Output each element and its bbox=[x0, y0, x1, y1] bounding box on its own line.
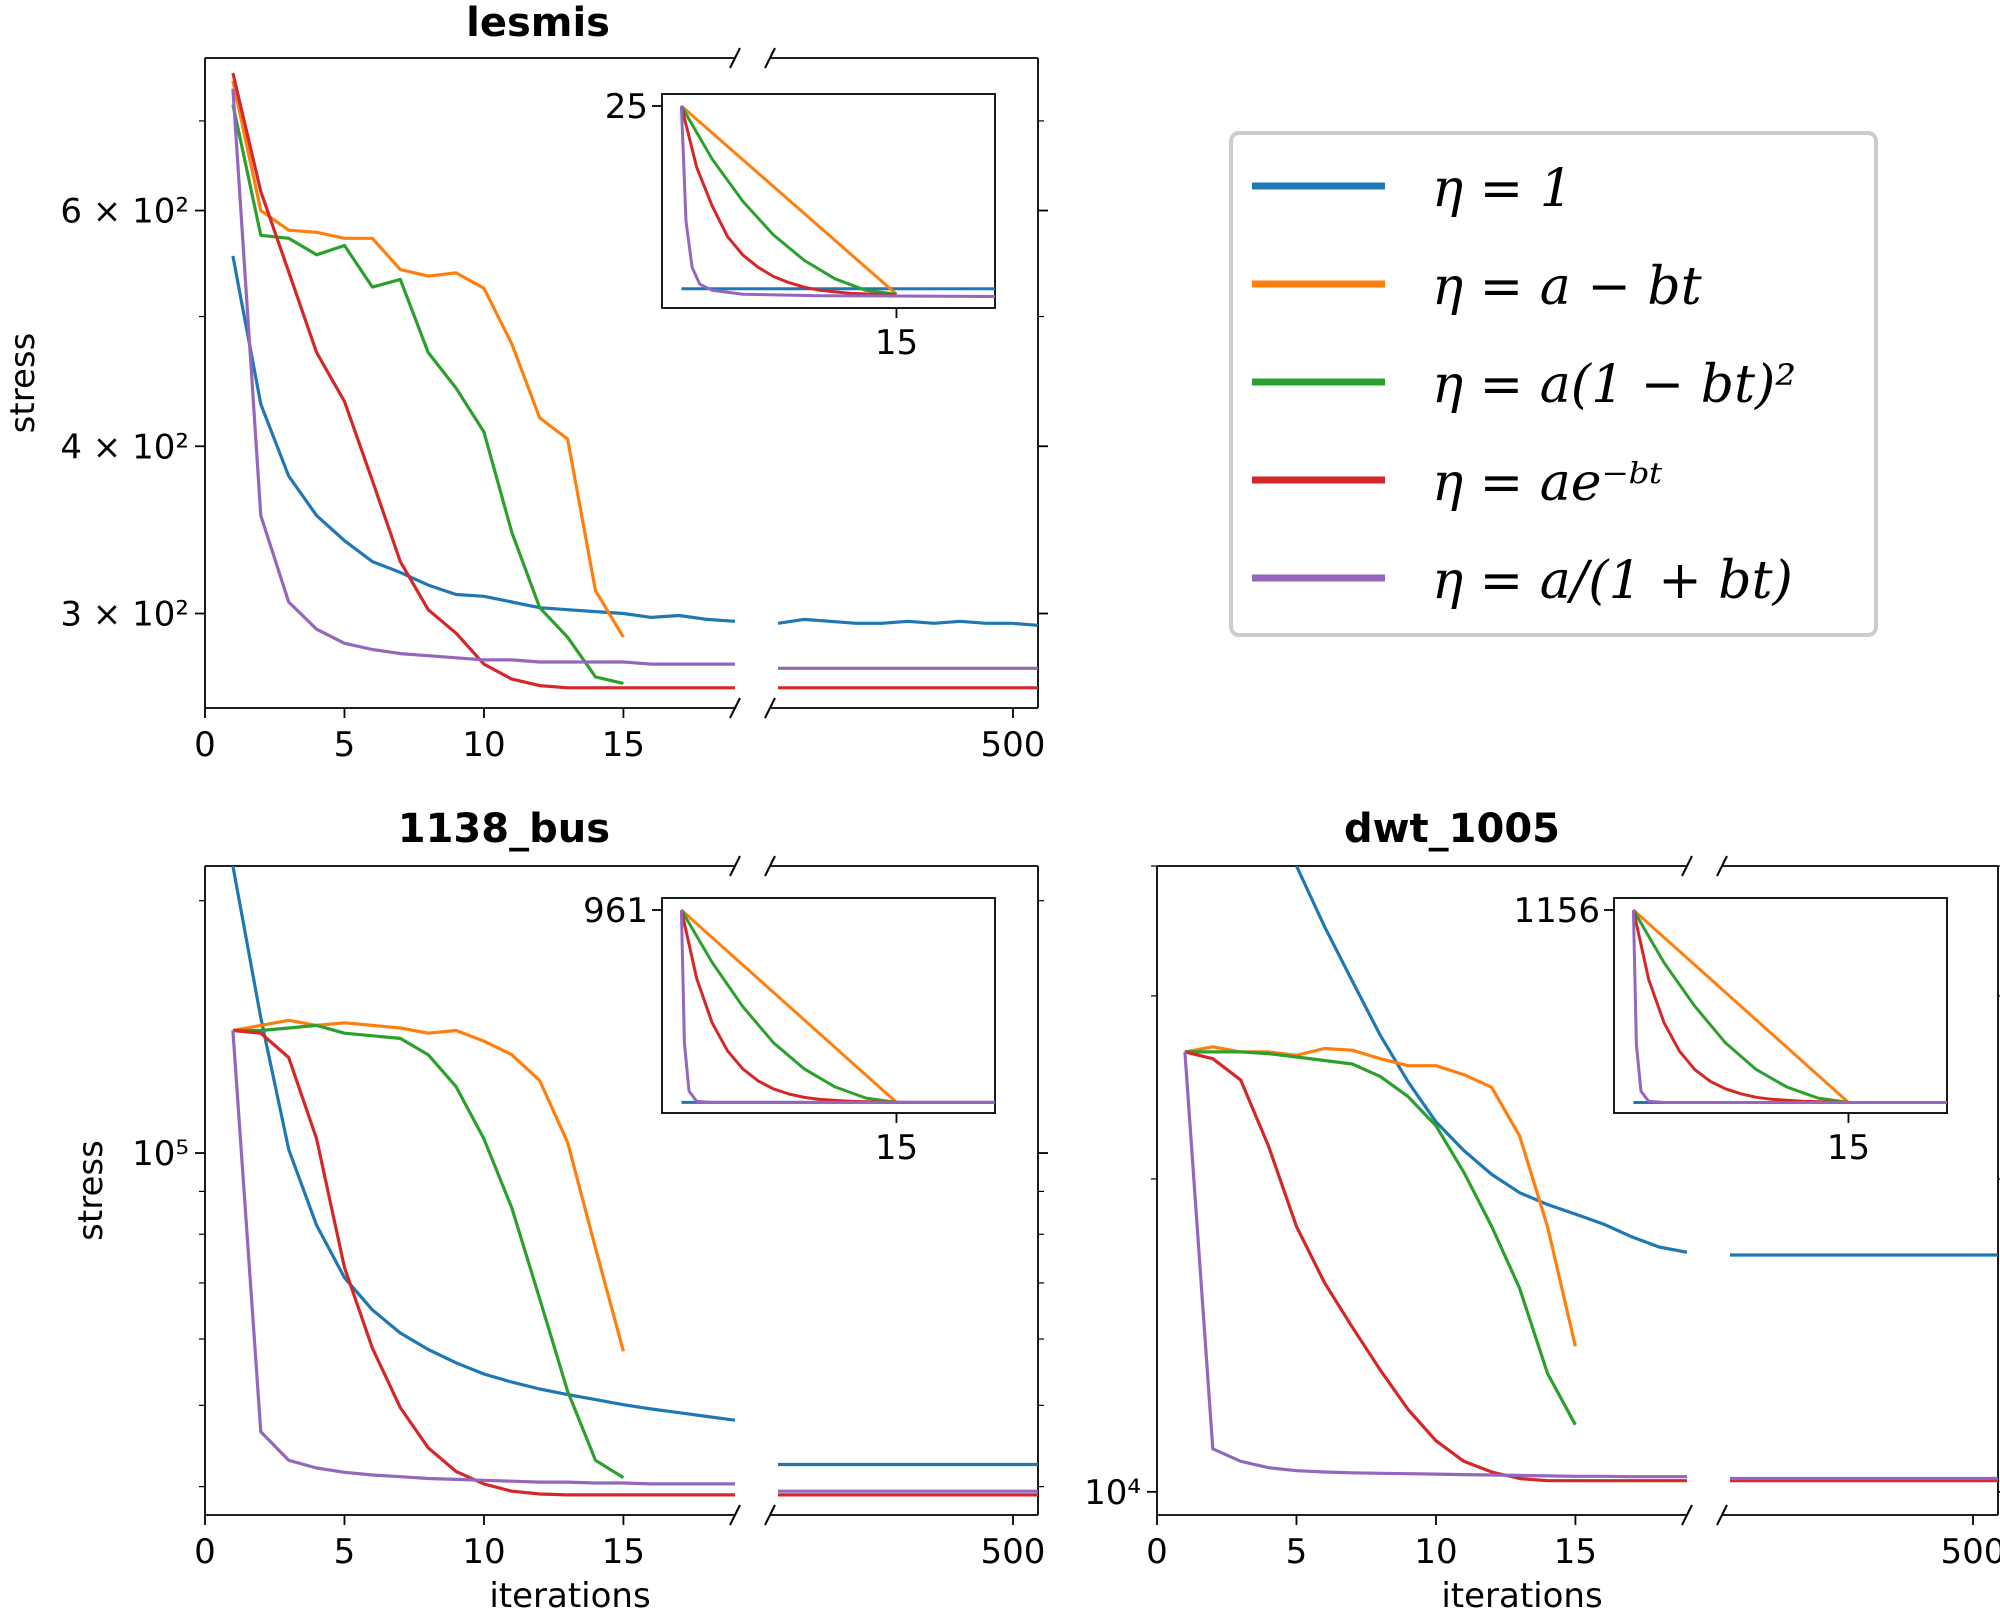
inset-series-line-2 bbox=[680, 105, 897, 296]
chart-title: dwt_1005 bbox=[1344, 806, 1560, 852]
x-tick-label: 0 bbox=[194, 725, 216, 765]
legend-entry-label: η = 1 bbox=[1432, 159, 1573, 219]
y-tick-label: 10⁵ bbox=[132, 1134, 189, 1174]
series-line-η = a − bt bbox=[1184, 1045, 1577, 1347]
legend: η = 1 η = a − bt η = a(1 − bt)² η = ae⁻ᵇᵗ η … bbox=[1229, 131, 1878, 637]
inset-y-tick-label: 961 bbox=[583, 891, 648, 931]
axis-break-mark bbox=[729, 1504, 741, 1526]
series-line-η = 1 bbox=[1295, 866, 1687, 1254]
axis-break-mark bbox=[764, 47, 776, 69]
y-axis-label: stress bbox=[71, 1140, 111, 1241]
x-tick-label-break: 500 bbox=[981, 1532, 1046, 1572]
series-line-η = a(1 − bt)² bbox=[1184, 1050, 1577, 1426]
series-line-η = a − bt bbox=[232, 1018, 625, 1352]
x-tick-label: 5 bbox=[334, 1532, 356, 1572]
chart-title: 1138_bus bbox=[398, 806, 610, 852]
inset-series-line-3 bbox=[679, 105, 897, 297]
chart-panel-lesmis: 6 × 10² 4 × 10² 3 × 10² 0 5 10 15 500 lesmis stre… bbox=[3, 0, 1048, 765]
inset-y-tick-label: 1156 bbox=[1513, 891, 1600, 931]
y-tick-label: 10⁴ bbox=[1084, 1473, 1141, 1513]
series-line-η = ae⁻ᵇᵗ bbox=[232, 1028, 735, 1497]
axis-break-mark bbox=[764, 697, 776, 719]
series-line-η = a(1 − bt)² bbox=[231, 104, 624, 685]
axis-break-mark bbox=[729, 855, 741, 877]
axis-break-mark bbox=[1681, 855, 1693, 877]
x-tick-label-break: 500 bbox=[981, 725, 1046, 765]
x-tick-label: 5 bbox=[1286, 1532, 1308, 1572]
series-line-η = a/(1 + bt) bbox=[231, 88, 735, 666]
inset-series-line-2 bbox=[1632, 909, 1849, 1104]
inset-series-line-2 bbox=[680, 909, 897, 1104]
series-line-η = ae⁻ᵇᵗ bbox=[231, 72, 735, 690]
legend-entry-label: η = ae⁻ᵇᵗ bbox=[1432, 453, 1663, 513]
series-line-η = a/(1 + bt) bbox=[1183, 1051, 1687, 1479]
x-tick-label: 5 bbox=[334, 725, 356, 765]
axis-break-mark bbox=[1681, 1504, 1693, 1526]
x-tick-label: 0 bbox=[194, 1532, 216, 1572]
legend-entry-label: η = a − bt bbox=[1432, 257, 1702, 317]
x-tick-label: 10 bbox=[462, 725, 505, 765]
inset-series-line-4 bbox=[679, 105, 995, 298]
x-tick-label: 15 bbox=[1554, 1532, 1597, 1572]
y-tick-label: 6 × 10² bbox=[60, 192, 189, 232]
x-tick-label: 15 bbox=[602, 725, 645, 765]
series-line-η = a/(1 + bt) bbox=[231, 1030, 735, 1486]
legend-entry-label: η = a/(1 + bt) bbox=[1432, 551, 1793, 611]
inset-x-tick-label: 15 bbox=[1827, 1128, 1870, 1168]
inset-series-line-4 bbox=[679, 909, 995, 1104]
inset-series-line-1 bbox=[1632, 908, 1850, 1104]
axis-break-mark bbox=[1716, 1504, 1728, 1526]
x-tick-label: 0 bbox=[1146, 1532, 1168, 1572]
axis-break-mark bbox=[729, 47, 741, 69]
series-line-η = 1 bbox=[231, 255, 735, 623]
x-tick-label: 15 bbox=[602, 1532, 645, 1572]
series-line-η = a − bt bbox=[231, 80, 625, 639]
inset-series-line-4 bbox=[1631, 909, 1947, 1104]
inset-panel: 25 15 bbox=[605, 87, 996, 363]
series-line-η = ae⁻ᵇᵗ bbox=[1184, 1050, 1687, 1483]
inset-panel: 1156 15 bbox=[1513, 891, 1948, 1168]
series-line-tail-η = 1 bbox=[777, 617, 1038, 627]
axis-break-mark bbox=[764, 1504, 776, 1526]
x-axis-label: iterations bbox=[1441, 1576, 1602, 1615]
legend-frame bbox=[1229, 131, 1878, 637]
inset-series-line-1 bbox=[680, 908, 898, 1104]
chart-title: lesmis bbox=[466, 0, 610, 46]
axis-break-mark bbox=[1716, 855, 1728, 877]
inset-x-tick-label: 15 bbox=[875, 323, 918, 363]
inset-panel: 961 15 bbox=[583, 891, 996, 1168]
series-line-η = 1 bbox=[231, 866, 735, 1422]
inset-frame bbox=[1613, 897, 1948, 1114]
y-tick-label: 4 × 10² bbox=[60, 427, 189, 467]
series-line-η = a(1 − bt)² bbox=[232, 1023, 625, 1479]
inset-series-line-1 bbox=[680, 104, 898, 296]
y-axis-label: stress bbox=[3, 333, 43, 434]
inset-frame bbox=[661, 897, 996, 1114]
x-tick-label-break: 500 bbox=[1941, 1532, 2000, 1572]
inset-x-tick-label: 15 bbox=[875, 1128, 918, 1168]
x-axis-label: iterations bbox=[489, 1576, 650, 1615]
legend-entry-label: η = a(1 − bt)² bbox=[1432, 355, 1796, 415]
y-tick-label: 3 × 10² bbox=[60, 595, 189, 635]
axis-break-mark bbox=[764, 855, 776, 877]
inset-frame bbox=[661, 93, 996, 309]
inset-y-tick-label: 25 bbox=[605, 87, 648, 127]
x-tick-label: 10 bbox=[462, 1532, 505, 1572]
x-tick-label: 10 bbox=[1414, 1532, 1457, 1572]
axis-break-mark bbox=[729, 697, 741, 719]
